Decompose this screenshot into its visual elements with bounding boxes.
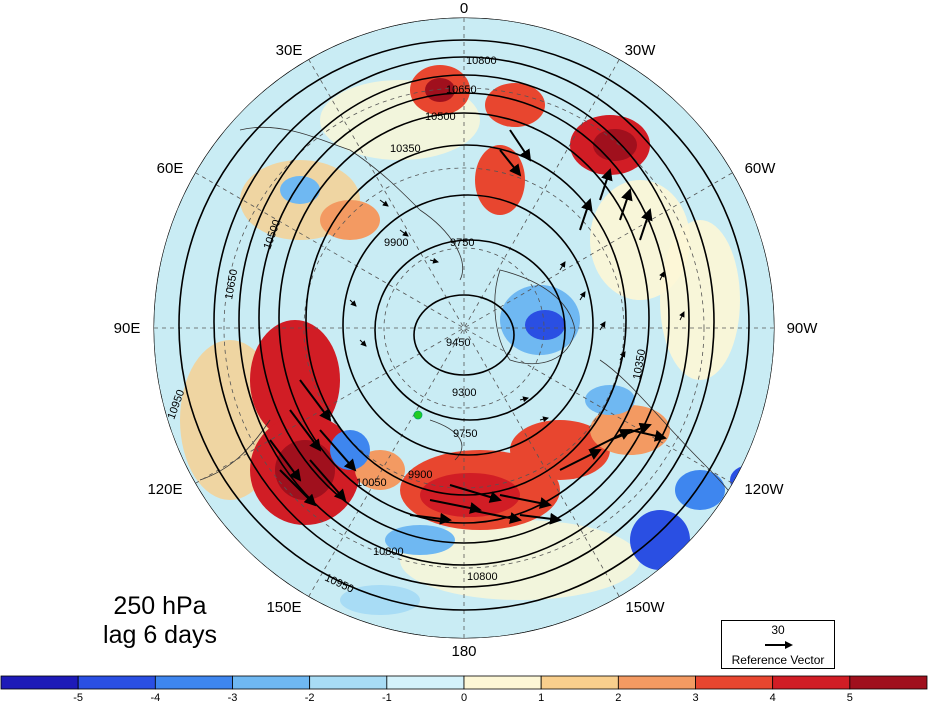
- colorbar-swatch: [617, 675, 696, 690]
- lon-label-30w: 30W: [625, 42, 657, 59]
- lon-label-120w: 120W: [744, 481, 784, 498]
- contour-label: 10800: [373, 546, 404, 558]
- colorbar: -5 -4 -3 -2 -1 0 1 2 3 4 5: [0, 675, 928, 702]
- colorbar-tick-label: -4: [150, 692, 160, 702]
- contour-label: 10050: [356, 477, 387, 489]
- contour-label: 9900: [384, 237, 408, 249]
- colorbar-swatch: [540, 675, 619, 690]
- lon-label-90e: 90E: [114, 320, 141, 337]
- contour-label: 9450: [446, 337, 470, 349]
- station-marker: [413, 410, 423, 420]
- colorbar-tick-label: -3: [228, 692, 238, 702]
- colorbar-swatch: [772, 675, 851, 690]
- colorbar-tick-label: 0: [461, 692, 467, 702]
- plot-title-lag: lag 6 days: [103, 621, 217, 649]
- colorbar-tick-label: 2: [615, 692, 621, 702]
- longitude-labels: 0 30W 60W 90W 120W 150W 180 150E 120E 90…: [114, 0, 819, 660]
- reference-vector-label: Reference Vector: [731, 653, 825, 667]
- colorbar-swatch: [695, 675, 774, 690]
- colorbar-tick-label: -1: [382, 692, 392, 702]
- contour-label: 9750: [450, 237, 474, 249]
- height-contours: [178, 39, 750, 611]
- colorbar-tick-label: 5: [847, 692, 853, 702]
- colorbar-swatch: [154, 675, 233, 690]
- reference-arrow: [765, 641, 793, 649]
- colorbar-tick-label: -2: [305, 692, 315, 702]
- plot-title-level: 250 hPa: [113, 592, 207, 620]
- contour-label: 10800: [467, 571, 498, 583]
- lon-label-60w: 60W: [745, 160, 777, 177]
- contour-label: 10800: [466, 55, 497, 67]
- contour-label: 9300: [452, 387, 476, 399]
- contour-label: 9750: [453, 428, 477, 440]
- lon-label-60e: 60E: [157, 160, 184, 177]
- colorbar-swatch: [232, 675, 311, 690]
- contour-label: 9900: [408, 469, 432, 481]
- colorbar-swatch: [463, 675, 542, 690]
- graticule: [154, 18, 774, 638]
- colorbar-tick-label: -5: [73, 692, 83, 702]
- contour-label: 10650: [223, 268, 240, 300]
- colorbar-tick-label: 3: [692, 692, 698, 702]
- lon-label-90w: 90W: [787, 320, 819, 337]
- colorbar-swatch: [386, 675, 465, 690]
- lon-label-150w: 150W: [625, 599, 665, 616]
- contour-labels: 10800 10650 10500 10350 9900 9750 9450 9…: [166, 55, 649, 596]
- colorbar-tick-label: 1: [538, 692, 544, 702]
- colorbar-swatch: [0, 675, 79, 690]
- colorbar-swatch: [77, 675, 156, 690]
- colorbar-tick-label: 4: [770, 692, 776, 702]
- contour-label: 10350: [631, 348, 648, 380]
- lon-label-180: 180: [451, 643, 476, 660]
- lon-label-0: 0: [460, 0, 468, 17]
- colorbar-swatch: [849, 675, 928, 690]
- colorbar-swatch: [309, 675, 388, 690]
- wind-vectors-small: [349, 199, 685, 423]
- reference-vector-box: 30 Reference Vector: [721, 620, 835, 669]
- contour-label: 10350: [390, 143, 421, 155]
- contour-label: 10500: [425, 111, 456, 123]
- contour-label: 10650: [446, 84, 477, 96]
- lon-label-120e: 120E: [147, 481, 182, 498]
- lon-label-150e: 150E: [266, 599, 301, 616]
- lon-label-30e: 30E: [276, 42, 303, 59]
- anomaly-field: [154, 18, 774, 638]
- reference-vector-value: 30: [771, 623, 785, 637]
- wind-vectors: [269, 129, 667, 525]
